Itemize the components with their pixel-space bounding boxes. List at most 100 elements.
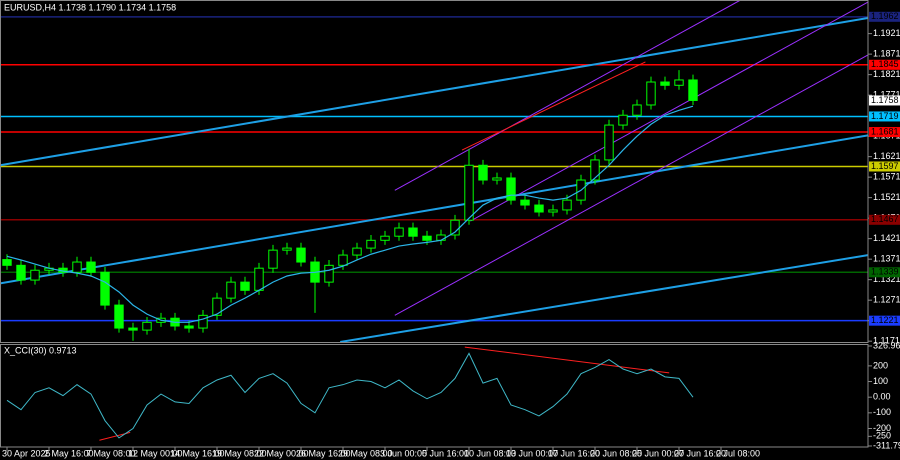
candle-body bbox=[548, 209, 558, 213]
candle-body bbox=[506, 177, 516, 201]
candle-body bbox=[128, 327, 138, 331]
candle-body bbox=[254, 267, 264, 291]
candle-body bbox=[674, 79, 684, 86]
candle-body bbox=[212, 297, 222, 316]
x-tick-label: 25 Jun 00:00 bbox=[632, 448, 684, 458]
level-label: 1.1681 bbox=[871, 126, 899, 136]
x-tick-label: 27 Jun 16:00 bbox=[674, 448, 726, 458]
x-tick-label: 22 May 00:00 bbox=[254, 448, 309, 458]
candle-body bbox=[282, 247, 292, 251]
x-tick-label: 29 May 08:00 bbox=[338, 448, 393, 458]
x-tick-label: 26 May 16:00 bbox=[296, 448, 351, 458]
candle-body bbox=[30, 269, 40, 281]
level-label-bg bbox=[869, 11, 900, 22]
candle-body bbox=[296, 247, 306, 263]
candle-body bbox=[660, 81, 670, 86]
candle-body bbox=[422, 235, 432, 241]
candle-body bbox=[534, 204, 544, 213]
y-tick-label: 1.1171 bbox=[873, 336, 900, 346]
level-label-bg bbox=[869, 161, 900, 172]
cci-panel-border bbox=[0, 344, 869, 448]
y-tick-label: 200 bbox=[873, 360, 888, 370]
candle-body bbox=[604, 124, 614, 161]
candle-body bbox=[352, 247, 362, 256]
x-tick-label: 30 Apr 2025 bbox=[2, 448, 51, 458]
candle-body bbox=[184, 325, 194, 329]
candle-body bbox=[632, 104, 642, 116]
y-tick-label: -311.798 bbox=[873, 440, 900, 450]
candle-body bbox=[408, 227, 418, 237]
y-tick-label: 1.1921 bbox=[873, 28, 900, 38]
candle-body bbox=[240, 281, 250, 291]
trend-line bbox=[461, 61, 646, 151]
level-label: 1.1962 bbox=[871, 11, 899, 21]
x-tick-label: 13 Jun 00:00 bbox=[506, 448, 558, 458]
price-label-bg bbox=[869, 95, 900, 106]
candle-body bbox=[338, 254, 348, 266]
cci-title: X_CCI(30) 0.9713 bbox=[4, 345, 77, 355]
candle-body bbox=[562, 199, 572, 211]
candle-body bbox=[464, 164, 474, 221]
candle-body bbox=[72, 261, 82, 273]
y-tick-label: 1.1421 bbox=[873, 233, 900, 243]
y-tick-label: 1.1621 bbox=[873, 151, 900, 161]
y-tick-label: -200 bbox=[873, 423, 891, 433]
candle-body bbox=[100, 271, 110, 306]
y-tick-label: 1.1571 bbox=[873, 172, 900, 182]
candle-body bbox=[198, 314, 208, 329]
level-label: 1.1339 bbox=[871, 267, 899, 277]
candle-body bbox=[2, 259, 12, 266]
y-tick-label: 1.1521 bbox=[873, 192, 900, 202]
x-tick-label: 12 May 00:00 bbox=[128, 448, 183, 458]
candle-body bbox=[646, 81, 656, 106]
y-tick-label: -250 bbox=[873, 431, 891, 441]
price-panel-border bbox=[0, 0, 869, 343]
candle-body bbox=[492, 177, 502, 181]
level-label: 1.1719 bbox=[871, 111, 899, 121]
cci-line bbox=[6, 352, 694, 439]
level-label-bg bbox=[869, 214, 900, 225]
level-label-bg bbox=[869, 267, 900, 278]
level-label-bg bbox=[869, 59, 900, 70]
candle-body bbox=[436, 234, 446, 241]
level-label: 1.1221 bbox=[871, 315, 899, 325]
y-tick-label: 1.1871 bbox=[873, 49, 900, 59]
candle-body bbox=[268, 249, 278, 269]
y-tick-label: 0.00 bbox=[873, 392, 891, 402]
moving-average bbox=[6, 105, 694, 323]
candle-body bbox=[520, 199, 530, 206]
level-label-bg bbox=[869, 315, 900, 326]
level-label: 1.1597 bbox=[871, 161, 899, 171]
trend-line bbox=[0, 134, 868, 285]
trend-line bbox=[394, 0, 741, 191]
candle-body bbox=[380, 235, 390, 241]
candle-body bbox=[142, 321, 152, 331]
x-tick-label: 7 May 08:00 bbox=[86, 448, 136, 458]
y-tick-label: 1.1771 bbox=[873, 90, 900, 100]
trend-line bbox=[470, 1, 868, 222]
trend-line bbox=[464, 346, 670, 374]
level-label: 1.1467 bbox=[871, 214, 899, 224]
y-tick-label: -100 bbox=[873, 407, 891, 417]
y-tick-label: 1.1321 bbox=[873, 274, 900, 284]
candle-body bbox=[114, 304, 124, 329]
x-tick-label: 5 Jun 16:00 bbox=[422, 448, 469, 458]
price-label: 1.1758 bbox=[871, 95, 899, 105]
y-tick-label: 1.1821 bbox=[873, 69, 900, 79]
x-tick-label: 19 May 08:00 bbox=[212, 448, 267, 458]
trend-line bbox=[394, 54, 868, 316]
candle-body bbox=[226, 281, 236, 299]
candle-body bbox=[394, 227, 404, 237]
x-tick-label: 2 May 16:00 bbox=[44, 448, 94, 458]
candle-body bbox=[618, 114, 628, 126]
x-tick-label: 17 Jun 16:00 bbox=[548, 448, 600, 458]
candle-body bbox=[688, 79, 698, 101]
x-tick-label: 14 May 16:00 bbox=[170, 448, 225, 458]
trend-line bbox=[340, 254, 868, 342]
level-label-bg bbox=[869, 127, 900, 138]
y-tick-label: 1.1271 bbox=[873, 295, 900, 305]
y-tick-label: 326.9647 bbox=[873, 340, 900, 350]
